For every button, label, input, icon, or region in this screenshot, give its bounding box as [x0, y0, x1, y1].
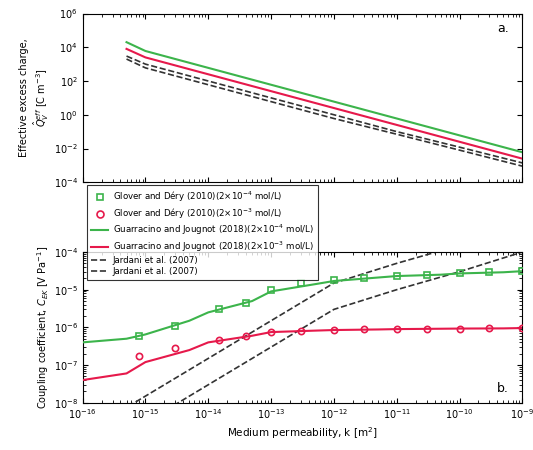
Y-axis label: Coupling coefficient, $C_{EK}$ [V Pa$^{-1}$]: Coupling coefficient, $C_{EK}$ [V Pa$^{-… — [35, 246, 51, 409]
X-axis label: Medium permeability, k [m$^2$]: Medium permeability, k [m$^2$] — [227, 426, 378, 441]
Text: a.: a. — [497, 22, 509, 35]
Legend: Glover and Déry (2010)(2×10$^{-4}$ mol/L), Glover and Déry (2010)(2×10$^{-3}$ mo: Glover and Déry (2010)(2×10$^{-4}$ mol/L… — [87, 185, 318, 280]
Text: b.: b. — [497, 382, 509, 395]
Y-axis label: Effective excess charge,
$\hat{Q}_V^{eff}$ [C m$^{-3}$]: Effective excess charge, $\hat{Q}_V^{eff… — [19, 39, 51, 157]
